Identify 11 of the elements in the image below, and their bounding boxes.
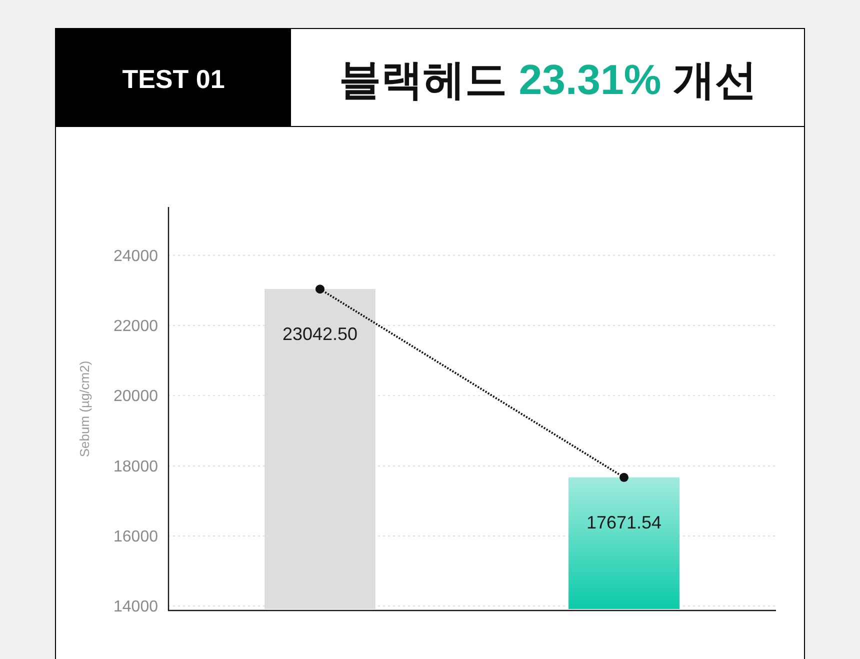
data-label: 17671.54: [586, 512, 662, 532]
data-label: 23042.50: [282, 324, 358, 344]
y-tick-label: 14000: [114, 598, 158, 616]
y-tick-label: 18000: [114, 458, 158, 476]
y-axis-title: Sebum (µg/cm2): [77, 360, 92, 458]
y-tick-label: 22000: [114, 318, 158, 336]
text: TEST 01: [122, 64, 225, 94]
chart-title: 블랙헤드 23.31% 개선: [339, 56, 757, 103]
y-tick-label: 20000: [114, 388, 158, 406]
y-tick-label: 24000: [114, 248, 158, 265]
y-tick-label: 16000: [114, 528, 158, 546]
